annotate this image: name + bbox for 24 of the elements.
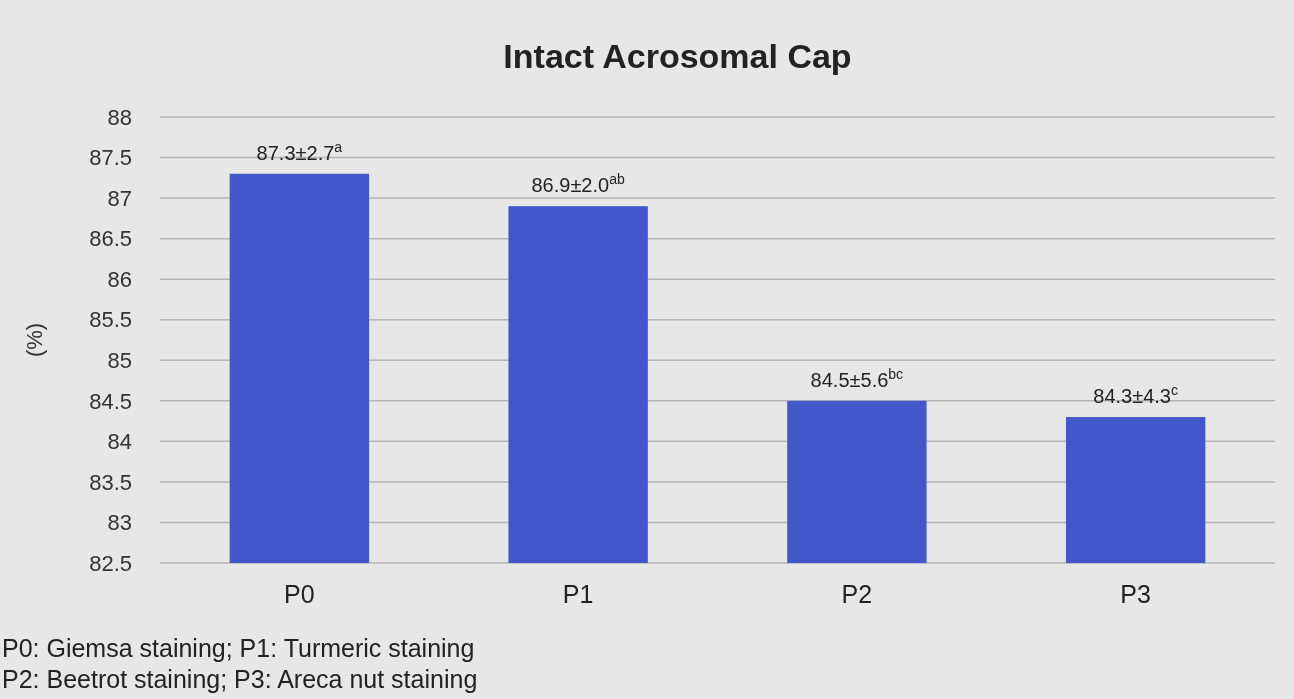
y-tick-label: 83.5 [89,469,132,495]
x-tick-label: P0 [284,580,315,608]
y-tick-label: 88 [107,104,132,130]
y-axis-title: (%) [22,322,47,358]
text: P2: Beetrot staining; P3: Areca nut staining [2,665,478,693]
y-tick-label: 87 [107,185,132,211]
y-tick-label: 86 [107,266,132,292]
y-tick-label: 82.5 [89,550,132,576]
chart-title: Intact Acrosomal Cap [503,37,852,75]
x-tick-label: P1 [562,580,594,608]
data-label: 84.3±4.3$^{c}$ [1093,382,1178,408]
data-label: 87.3±2.7$^{a}$ [256,138,343,164]
y-tick-label: 87.5 [89,145,132,171]
y-tick-label: 85 [107,347,132,373]
data-label: 84.5±5.6$^{bc}$ [810,365,904,391]
data-label: 86.9±2.0$^{ab}$ [531,171,625,197]
y-tick-label: 84.5 [89,388,132,414]
x-tick-label: P2 [841,580,873,608]
x-tick-label: P3 [1120,580,1151,608]
y-tick-label: 85.5 [89,307,132,333]
y-tick-label: 84 [107,429,132,455]
y-tick-label: 83 [107,510,132,536]
text: P0: Giemsa staining; P1: Turmeric staining [2,634,475,662]
y-tick-label: 86.5 [89,226,132,252]
